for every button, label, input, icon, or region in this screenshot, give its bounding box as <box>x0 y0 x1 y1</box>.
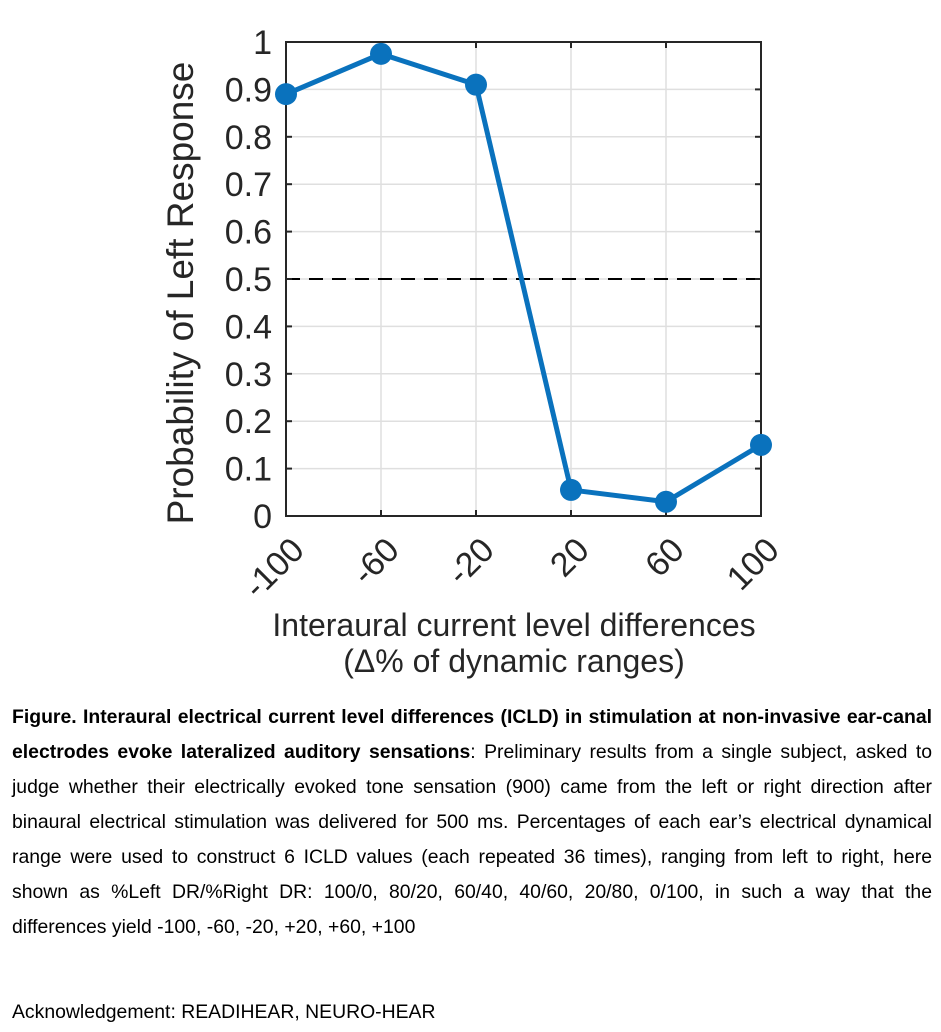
figure-caption: Figure. Interaural electrical current le… <box>12 700 932 945</box>
caption-body: : Preliminary results from a single subj… <box>12 741 932 938</box>
y-tick-label: 0.5 <box>225 261 272 299</box>
y-tick-label: 0.6 <box>225 214 272 252</box>
y-tick-label: 0.1 <box>225 451 272 489</box>
y-tick-label: 1 <box>253 24 272 62</box>
data-point <box>370 42 392 65</box>
data-point <box>560 478 582 501</box>
data-point <box>465 73 487 96</box>
y-tick-label: 0 <box>253 498 272 536</box>
caption-title: Figure. Interaural electrical current le… <box>12 706 932 763</box>
x-axis-label-line-2: (Δ% of dynamic ranges) <box>343 643 685 679</box>
y-tick-label: 0.8 <box>225 119 272 157</box>
series-line <box>285 51 763 505</box>
y-axis-ticks: 0 0.1 0.2 0.3 0.4 0.5 0.6 0.7 0.8 0.9 1 <box>225 24 761 536</box>
y-axis-label: Probability of Left Response <box>160 62 201 525</box>
y-tick-label: 0.9 <box>225 71 272 109</box>
acknowledgement: Acknowledgement: READIHEAR, NEURO-HEAR <box>12 1001 436 1023</box>
series-points <box>275 42 772 513</box>
y-tick-label: 0.7 <box>225 166 272 204</box>
x-axis-label-line-1: Interaural current level differences <box>272 607 755 643</box>
line-chart: 00.10.20.30.40.50.60.70.80.91 -100 -60 -20… <box>160 24 787 679</box>
data-point <box>750 433 772 456</box>
y-tick-label: 0.3 <box>225 356 272 394</box>
data-point <box>275 83 297 106</box>
y-tick-label: 0.4 <box>225 308 272 346</box>
data-point <box>655 490 677 513</box>
y-tick-label: 0.2 <box>225 403 272 441</box>
